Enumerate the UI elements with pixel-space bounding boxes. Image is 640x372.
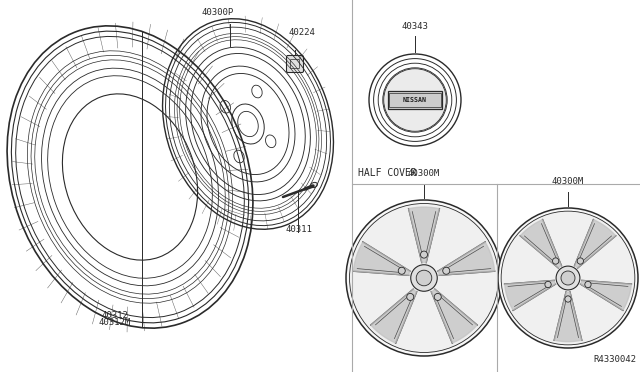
Polygon shape bbox=[431, 289, 477, 343]
Ellipse shape bbox=[310, 182, 317, 187]
Text: 40311: 40311 bbox=[285, 225, 312, 234]
Circle shape bbox=[577, 258, 584, 264]
Polygon shape bbox=[408, 207, 440, 263]
Circle shape bbox=[411, 265, 437, 291]
Circle shape bbox=[545, 281, 551, 288]
Circle shape bbox=[416, 270, 432, 286]
Circle shape bbox=[585, 281, 591, 288]
Text: R4330042: R4330042 bbox=[593, 355, 636, 364]
Text: 40300M: 40300M bbox=[408, 169, 440, 178]
Text: 40300M: 40300M bbox=[552, 177, 584, 186]
Circle shape bbox=[498, 208, 638, 348]
Circle shape bbox=[420, 251, 428, 258]
Text: 40312: 40312 bbox=[102, 311, 129, 320]
Circle shape bbox=[565, 296, 571, 302]
Text: 40343: 40343 bbox=[401, 22, 428, 31]
Circle shape bbox=[407, 294, 413, 301]
Polygon shape bbox=[554, 292, 582, 341]
Circle shape bbox=[443, 267, 450, 274]
Polygon shape bbox=[371, 289, 417, 343]
Text: HALF COVER: HALF COVER bbox=[358, 168, 417, 178]
Text: 40312M: 40312M bbox=[99, 318, 131, 327]
Circle shape bbox=[501, 211, 635, 345]
Circle shape bbox=[561, 271, 575, 285]
Polygon shape bbox=[520, 219, 561, 268]
FancyBboxPatch shape bbox=[287, 55, 303, 73]
Circle shape bbox=[552, 258, 559, 264]
Circle shape bbox=[435, 294, 441, 301]
FancyBboxPatch shape bbox=[389, 93, 440, 107]
Text: 40224: 40224 bbox=[289, 28, 316, 37]
Circle shape bbox=[384, 69, 446, 131]
Polygon shape bbox=[353, 242, 410, 275]
Polygon shape bbox=[504, 280, 556, 310]
Circle shape bbox=[346, 200, 502, 356]
Polygon shape bbox=[575, 219, 616, 268]
Polygon shape bbox=[438, 242, 495, 275]
Circle shape bbox=[556, 266, 580, 290]
Text: 40300P: 40300P bbox=[202, 8, 234, 17]
Circle shape bbox=[398, 267, 405, 274]
Circle shape bbox=[349, 203, 499, 353]
FancyBboxPatch shape bbox=[388, 91, 442, 109]
Polygon shape bbox=[580, 280, 632, 310]
Text: NISSAN: NISSAN bbox=[403, 97, 427, 103]
